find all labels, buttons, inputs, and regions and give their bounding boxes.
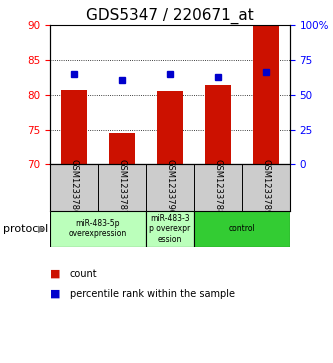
Bar: [157, 91, 183, 164]
Bar: [50, 211, 146, 247]
Text: miR-483-3
p overexpr
ession: miR-483-3 p overexpr ession: [149, 214, 190, 244]
Bar: [204, 85, 231, 164]
Bar: [61, 90, 87, 164]
Bar: [109, 133, 135, 164]
Text: control: control: [228, 224, 255, 233]
Text: GSM1233788: GSM1233788: [213, 159, 222, 216]
Text: ■: ■: [50, 269, 61, 279]
Bar: [194, 211, 290, 247]
Text: percentile rank within the sample: percentile rank within the sample: [70, 289, 235, 299]
Text: GSM1233790: GSM1233790: [165, 159, 174, 216]
Text: GSM1233789: GSM1233789: [261, 159, 270, 216]
Text: protocol: protocol: [3, 224, 49, 234]
Text: ▶: ▶: [38, 224, 45, 234]
Bar: [146, 211, 194, 247]
Text: ■: ■: [50, 289, 61, 299]
Text: GSM1233787: GSM1233787: [117, 159, 127, 216]
Text: count: count: [70, 269, 98, 279]
Text: miR-483-5p
overexpression: miR-483-5p overexpression: [69, 219, 127, 238]
Text: GSM1233786: GSM1233786: [69, 159, 79, 216]
Bar: [252, 25, 279, 164]
Title: GDS5347 / 220671_at: GDS5347 / 220671_at: [86, 8, 254, 24]
